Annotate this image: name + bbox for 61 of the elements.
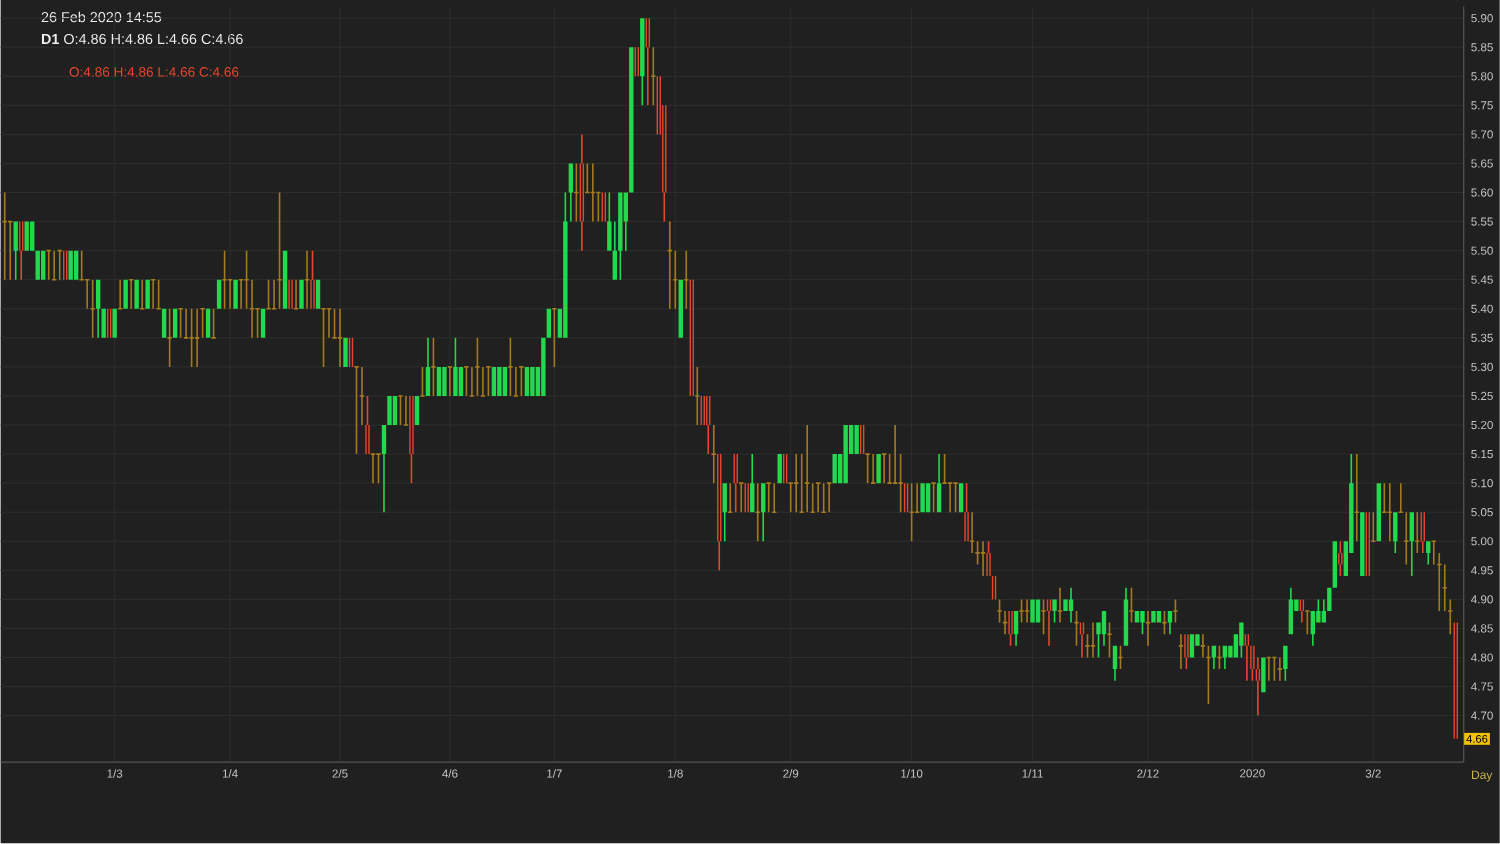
candlestick [1277, 657, 1283, 681]
candlestick [1415, 512, 1420, 554]
candlestick [1299, 599, 1305, 623]
candlestick [1338, 541, 1343, 577]
candlestick [826, 482, 832, 513]
candlestick [739, 482, 744, 513]
candlestick [1079, 622, 1085, 658]
candlestick [881, 453, 887, 484]
candlestick [293, 279, 299, 310]
candlestick [733, 454, 738, 513]
candlestick [150, 279, 156, 310]
candlestick [370, 453, 376, 484]
candlestick [662, 105, 667, 222]
candlestick [46, 250, 51, 280]
candlestick [980, 541, 986, 577]
candlestick [986, 541, 991, 577]
candlestick [793, 454, 799, 513]
candlestick [409, 396, 414, 484]
candlestick [870, 454, 876, 485]
candlestick [194, 309, 200, 368]
candlestick [1145, 611, 1151, 647]
candlestick [117, 279, 123, 310]
candlestick [365, 396, 370, 455]
candlestick [304, 250, 310, 310]
candlestick [815, 482, 821, 513]
candlestick [337, 309, 343, 368]
candlestick [772, 483, 777, 514]
candlestick [1387, 483, 1392, 542]
candlestick [651, 47, 656, 106]
candlestick [2, 192, 7, 280]
candlestick [645, 18, 650, 106]
candlestick [590, 163, 596, 222]
candlestick [684, 250, 689, 310]
candlestick [766, 482, 771, 513]
candlestick [711, 425, 716, 484]
candlestick [1178, 634, 1184, 670]
candlestick [579, 134, 585, 251]
candlestick [1008, 611, 1013, 647]
candlestick [1046, 599, 1052, 647]
candlestick [447, 366, 453, 397]
candlestick [1354, 454, 1360, 542]
candlestick [755, 483, 760, 542]
candlestick [804, 425, 810, 513]
candlestick [52, 250, 57, 281]
candlestick [1024, 599, 1030, 623]
candlestick [717, 454, 722, 571]
candlestick [695, 367, 700, 426]
candlestick [403, 396, 409, 427]
candlestick [139, 279, 145, 310]
candlestick [667, 221, 672, 310]
candlestick [1057, 588, 1063, 623]
candlestick [964, 483, 969, 542]
candlestick [1090, 622, 1096, 658]
candlestick [706, 396, 711, 455]
candlestick [1184, 634, 1189, 670]
candlestick [1244, 634, 1250, 681]
candlestick [728, 483, 733, 514]
candlestick [1420, 512, 1425, 554]
candlestick [128, 279, 134, 310]
candlestick [1266, 656, 1272, 681]
candlestick [19, 221, 24, 280]
